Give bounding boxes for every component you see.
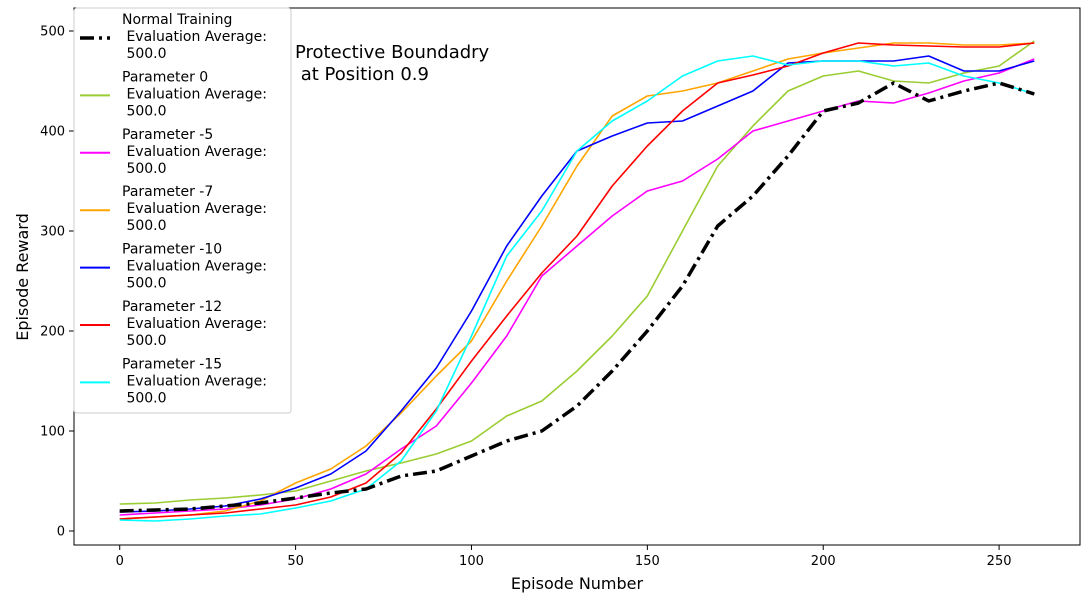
legend-entries: Normal Training Evaluation Average: 500.… [80, 12, 267, 406]
series-line [119, 40, 1035, 505]
y-tick-label: 400 [40, 125, 65, 140]
y-tick-label: 200 [40, 325, 65, 340]
legend-label: Parameter -7 Evaluation Average: 500.0 [122, 184, 267, 234]
x-tick-label: 200 [811, 554, 836, 569]
series-line [119, 58, 1035, 516]
legend-label: Normal Training Evaluation Average: 500.… [122, 12, 267, 62]
y-tick-label: 500 [40, 25, 65, 40]
x-tick-label: 250 [987, 554, 1012, 569]
series-line [119, 42, 1035, 520]
y-axis-ticks: 0 100 200 300 400 500 [40, 25, 74, 540]
x-tick-label: 50 [287, 554, 304, 569]
x-tick-label: 100 [459, 554, 484, 569]
legend-label: Parameter -10 Evaluation Average: 500.0 [122, 242, 267, 292]
annotation-line-2: at Position 0.9 [295, 64, 429, 85]
series-line [119, 81, 1035, 513]
legend-label: Parameter -15 Evaluation Average: 500.0 [122, 356, 267, 406]
legend-label: Parameter -12 Evaluation Average: 500.0 [122, 299, 267, 349]
y-axis-label: Episode Reward [13, 213, 32, 341]
series-line [119, 55, 1035, 522]
x-axis-ticks: 0 50 100 150 200 250 [116, 545, 1012, 569]
legend-box [73, 7, 292, 414]
y-tick-label: 100 [40, 425, 65, 440]
legend-label: Parameter 0 Evaluation Average: 500.0 [122, 69, 267, 119]
y-tick-label: 300 [40, 225, 65, 240]
x-tick-label: 0 [116, 554, 124, 569]
series-lines [119, 40, 1035, 522]
x-axis-label: Episode Number [511, 574, 644, 593]
x-tick-label: 150 [635, 554, 660, 569]
legend: Normal Training Evaluation Average: 500.… [73, 7, 292, 414]
annotation-line-1: Protective Boundadry [295, 42, 490, 63]
legend-label: Parameter -5 Evaluation Average: 500.0 [122, 127, 267, 177]
y-tick-label: 0 [57, 525, 65, 540]
